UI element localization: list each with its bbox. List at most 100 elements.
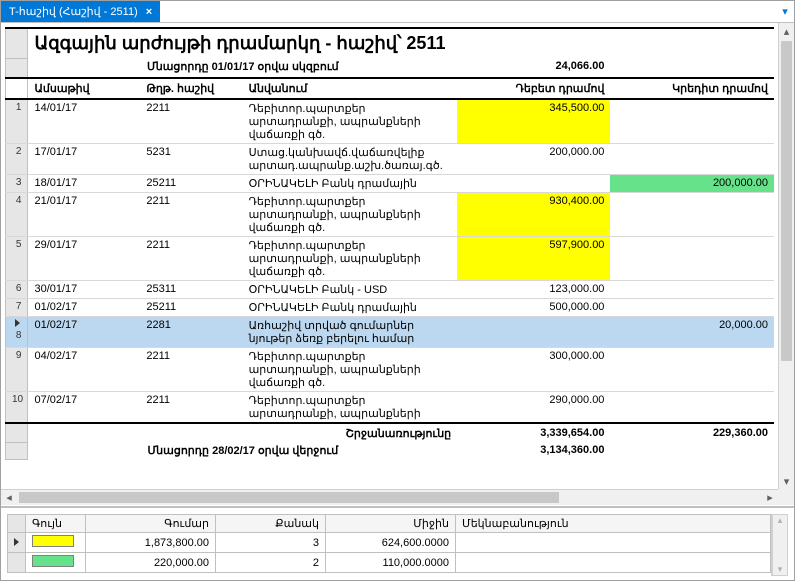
legend-col-avg[interactable]: Միջին xyxy=(326,515,456,533)
table-row[interactable]: 421/01/172211Դեբիտոր.պարտքեր արտադրանքի,… xyxy=(6,193,775,237)
col-date[interactable]: Ամսաթիվ xyxy=(28,78,140,99)
document-tab[interactable]: T-հաշիվ (Հաշիվ - 2511) × xyxy=(1,1,160,22)
scroll-right-icon[interactable]: ▸ xyxy=(762,490,778,505)
cell-amount: 1,873,800.00 xyxy=(86,533,216,553)
table-row[interactable]: 114/01/172211Դեբիտոր.պարտքեր արտադրանքի,… xyxy=(6,99,775,144)
cell-account: 25211 xyxy=(140,299,242,317)
scroll-up-icon[interactable]: ▴ xyxy=(779,23,794,39)
scroll-thumb[interactable] xyxy=(781,41,792,361)
row-gutter xyxy=(6,423,28,442)
close-icon[interactable]: × xyxy=(146,6,152,18)
tab-dropdown-icon[interactable]: ▾ xyxy=(776,1,794,22)
cell-credit: 200,000.00 xyxy=(610,175,774,193)
cell-debit: 597,900.00 xyxy=(457,237,610,281)
scroll-thumb[interactable] xyxy=(19,492,559,503)
row-gutter[interactable] xyxy=(8,553,26,573)
horizontal-scrollbar[interactable]: ◂ ▸ xyxy=(1,489,778,505)
cell-account: 25211 xyxy=(140,175,242,193)
table-row[interactable]: 630/01/1725311ՕՐԻՆԱԿԵԼԻ Բանկ - USD123,00… xyxy=(6,281,775,299)
table-row[interactable]: 904/02/172211Դեբիտոր.պարտքեր արտադրանքի,… xyxy=(6,348,775,392)
legend-panel: Գույն Գումար Քանակ Միջին Մեկնաբանություն… xyxy=(1,506,794,580)
report-area: Ազգային արժույթի դրամարկղ - հաշիվ՝ 2511 … xyxy=(1,23,794,505)
cell-date: 14/01/17 xyxy=(28,99,140,144)
legend-scrollbar[interactable]: ▴ ▾ xyxy=(772,514,788,576)
cell-avg: 110,000.0000 xyxy=(326,553,456,573)
row-gutter xyxy=(6,28,28,58)
cell-date: 01/02/17 xyxy=(28,317,140,348)
row-gutter[interactable]: 5 xyxy=(6,237,28,281)
row-gutter[interactable]: 1 xyxy=(6,99,28,144)
cell-credit xyxy=(610,99,774,144)
row-gutter[interactable]: 10 xyxy=(6,392,28,424)
cell-date: 01/02/17 xyxy=(28,299,140,317)
row-gutter xyxy=(6,58,28,78)
row-gutter[interactable] xyxy=(8,533,26,553)
vertical-scrollbar[interactable]: ▴ ▾ xyxy=(778,23,794,489)
cell-account: 2211 xyxy=(140,237,242,281)
cell-credit xyxy=(610,144,774,175)
cell-debit: 123,000.00 xyxy=(457,281,610,299)
scroll-up-icon[interactable]: ▴ xyxy=(778,515,783,526)
cell-date: 04/02/17 xyxy=(28,348,140,392)
table-row[interactable]: 1007/02/172211Դեբիտոր.պարտքեր արտադրանքի… xyxy=(6,392,775,424)
cell-date: 21/01/17 xyxy=(28,193,140,237)
tab-bar: T-հաշիվ (Հաշիվ - 2511) × ▾ xyxy=(1,1,794,23)
legend-row[interactable]: 1,873,800.003624,600.0000 xyxy=(8,533,771,553)
legend-col-count[interactable]: Քանակ xyxy=(216,515,326,533)
tab-title: T-հաշիվ (Հաշիվ - 2511) xyxy=(9,5,138,18)
cell-debit: 345,500.00 xyxy=(457,99,610,144)
cell-description: Դեբիտոր.պարտքեր արտադրանքի, ապրանքների xyxy=(243,392,458,424)
cell-description: ՕՐԻՆԱԿԵԼԻ Բանկ դրամային xyxy=(243,299,458,317)
cell-account: 25311 xyxy=(140,281,242,299)
cell-date: 18/01/17 xyxy=(28,175,140,193)
cell-date: 17/01/17 xyxy=(28,144,140,175)
row-gutter[interactable]: 6 xyxy=(6,281,28,299)
cell-date: 30/01/17 xyxy=(28,281,140,299)
report-title: Ազգային արժույթի դրամարկղ - հաշիվ՝ 2511 xyxy=(28,28,774,58)
row-gutter[interactable]: 2 xyxy=(6,144,28,175)
row-gutter xyxy=(8,515,26,533)
legend-row[interactable]: 220,000.002110,000.0000 xyxy=(8,553,771,573)
col-account[interactable]: Թղթ. հաշիվ xyxy=(140,78,242,99)
table-row[interactable]: 217/01/175231Ստաց.կանխավճ.վաճառվելիք արտ… xyxy=(6,144,775,175)
table-row[interactable]: 701/02/1725211ՕՐԻՆԱԿԵԼԻ Բանկ դրամային500… xyxy=(6,299,775,317)
row-gutter[interactable]: 8 xyxy=(6,317,28,348)
cell-description: Դեբիտոր.պարտքեր արտադրանքի, ապրանքների վ… xyxy=(243,348,458,392)
table-row[interactable]: 529/01/172211Դեբիտոր.պարտքեր արտադրանքի,… xyxy=(6,237,775,281)
cell-credit xyxy=(610,392,774,424)
cell-account: 2211 xyxy=(140,392,242,424)
cell-date: 07/02/17 xyxy=(28,392,140,424)
row-gutter[interactable]: 4 xyxy=(6,193,28,237)
cell-debit xyxy=(457,317,610,348)
cell-credit xyxy=(610,348,774,392)
col-description[interactable]: Անվանում xyxy=(243,78,458,99)
table-row[interactable]: 318/01/1725211ՕՐԻՆԱԿԵԼԻ Բանկ դրամային 200… xyxy=(6,175,775,193)
cell-description: Դեբիտոր.պարտքեր արտադրանքի, ապրանքների վ… xyxy=(243,237,458,281)
row-gutter[interactable]: 3 xyxy=(6,175,28,193)
cell-account: 5231 xyxy=(140,144,242,175)
cell-debit xyxy=(457,175,610,193)
cell-description: ՕՐԻՆԱԿԵԼԻ Բանկ դրամային xyxy=(243,175,458,193)
legend-col-comment[interactable]: Մեկնաբանություն xyxy=(456,515,771,533)
cell-debit: 290,000.00 xyxy=(457,392,610,424)
cell-credit xyxy=(610,237,774,281)
row-gutter[interactable]: 9 xyxy=(6,348,28,392)
scroll-down-icon[interactable]: ▾ xyxy=(778,564,783,575)
color-swatch xyxy=(32,535,74,547)
scroll-down-icon[interactable]: ▾ xyxy=(779,473,794,489)
col-credit[interactable]: Կրեդիտ դրամով xyxy=(610,78,774,99)
closing-balance-value: 3,134,360.00 xyxy=(457,442,610,459)
row-gutter[interactable]: 7 xyxy=(6,299,28,317)
col-debit[interactable]: Դեբետ դրամով xyxy=(457,78,610,99)
legend-col-amount[interactable]: Գումար xyxy=(86,515,216,533)
cell-description: Ստաց.կանխավճ.վաճառվելիք արտադ.ապրանք.աշխ… xyxy=(243,144,458,175)
cell-credit xyxy=(610,193,774,237)
cell-color xyxy=(26,533,86,553)
table-row[interactable]: 801/02/172281Առհաշիվ տրված գումարներ նյո… xyxy=(6,317,775,348)
cell-description: Դեբիտոր.պարտքեր արտադրանքի, ապրանքների վ… xyxy=(243,193,458,237)
turnover-debit: 3,339,654.00 xyxy=(457,423,610,442)
legend-col-color[interactable]: Գույն xyxy=(26,515,86,533)
cell-credit xyxy=(610,281,774,299)
closing-balance-label: Մնացորդը 28/02/17 օրվա վերջում xyxy=(28,442,457,459)
scroll-left-icon[interactable]: ◂ xyxy=(1,490,17,505)
